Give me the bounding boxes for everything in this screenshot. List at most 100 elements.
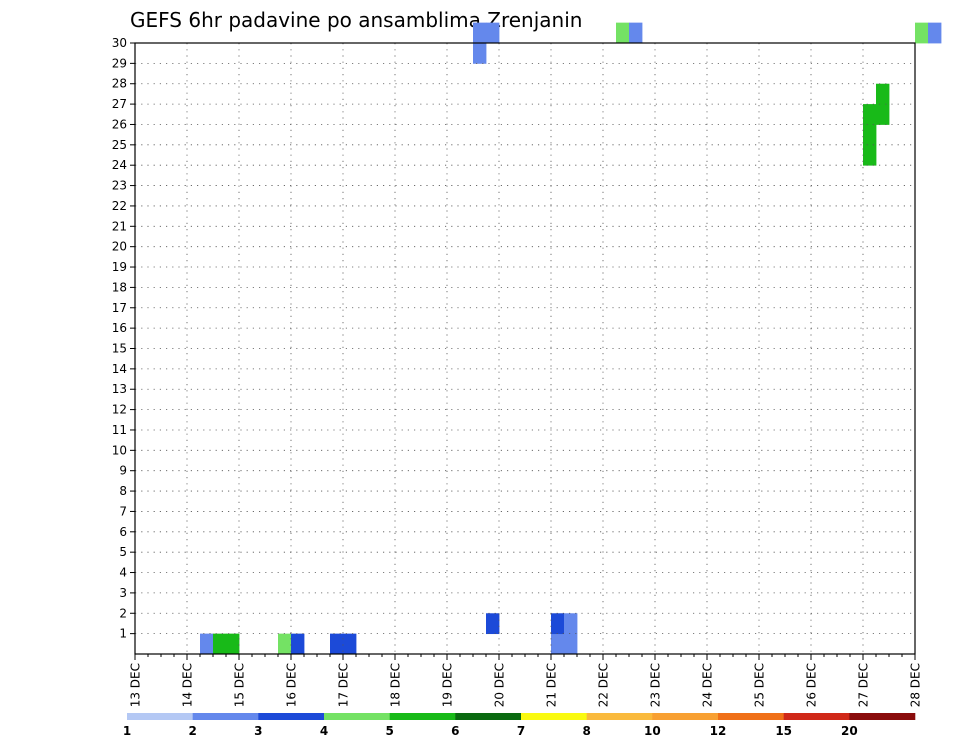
precip-cell	[616, 22, 630, 44]
y-tick-label: 17	[112, 301, 127, 315]
colorbar-swatch	[192, 713, 259, 720]
precip-cell	[486, 613, 500, 635]
precip-cell	[291, 633, 305, 655]
y-tick-label: 27	[112, 97, 127, 111]
x-tick-label: 13 DEC	[129, 663, 143, 707]
precip-cell	[928, 22, 942, 44]
y-tick-label: 14	[112, 362, 127, 376]
y-tick-label: 4	[119, 566, 127, 580]
colorbar-swatch	[718, 713, 784, 720]
x-tick-label: 25 DEC	[753, 663, 767, 707]
precip-cell	[473, 22, 487, 44]
precip-cell	[330, 633, 344, 655]
precip-cell	[473, 43, 487, 64]
y-tick-label: 6	[119, 525, 127, 539]
colorbar-label: 7	[517, 724, 525, 738]
precip-cell	[629, 22, 643, 44]
colorbar-legend: 1 2 3 4 5 6 7 8 10 12 15 20	[123, 713, 916, 738]
colorbar-label: 1	[123, 724, 131, 738]
y-tick-label: 19	[112, 260, 127, 274]
y-tick-label: 2	[119, 606, 127, 620]
colorbar-label: 10	[644, 724, 661, 738]
precip-cell	[876, 83, 890, 105]
colorbar-label: 6	[451, 724, 459, 738]
precip-cell	[226, 633, 240, 655]
x-tick-label: 14 DEC	[181, 663, 195, 707]
x-tick-label: 22 DEC	[597, 663, 611, 707]
precip-cell	[863, 124, 877, 146]
x-tick-label: 17 DEC	[337, 663, 351, 707]
plot-frame	[134, 42, 916, 655]
y-tick-label: 5	[119, 545, 127, 559]
y-tick-label: 9	[119, 464, 127, 478]
precip-cell	[551, 633, 565, 655]
y-tick-label: 30	[112, 36, 127, 50]
colorbar-label: 8	[582, 724, 590, 738]
colorbar-swatch	[127, 713, 193, 720]
y-tick-label: 21	[112, 219, 127, 233]
precip-cell	[278, 633, 292, 655]
y-tick-label: 15	[112, 342, 127, 356]
x-tick-label: 20 DEC	[493, 663, 507, 707]
y-tick-label: 20	[112, 240, 127, 254]
y-tick-label: 11	[112, 423, 127, 437]
y-tick-label: 24	[112, 158, 127, 172]
colorbar-label: 15	[775, 724, 792, 738]
colorbar-label: 20	[841, 724, 858, 738]
plot-grid	[135, 43, 915, 654]
y-tick-label: 25	[112, 138, 127, 152]
precip-cell	[863, 104, 877, 125]
y-tick-label: 28	[112, 77, 127, 91]
y-tick-label: 26	[112, 117, 127, 131]
colorbar-swatch	[586, 713, 653, 720]
colorbar-label: 2	[188, 724, 196, 738]
x-tick-label: 16 DEC	[285, 663, 299, 707]
colorbar-swatch	[652, 713, 719, 720]
y-tick-label: 18	[112, 280, 127, 294]
y-tick-label: 23	[112, 179, 127, 193]
y-tick-label: 7	[119, 504, 127, 518]
precip-cell	[200, 633, 214, 655]
y-tick-label: 29	[112, 56, 127, 70]
precip-cell	[863, 144, 877, 166]
y-tick-label: 10	[112, 443, 127, 457]
colorbar-label: 4	[320, 724, 328, 738]
x-tick-label: 27 DEC	[857, 663, 871, 707]
plot-cells	[200, 22, 942, 655]
x-tick-label: 21 DEC	[545, 663, 559, 707]
precip-cell	[915, 22, 929, 44]
x-tick-label: 26 DEC	[805, 663, 819, 707]
x-tick-label: 28 DEC	[909, 663, 923, 707]
colorbar-swatch	[324, 713, 390, 720]
colorbar-swatch	[455, 713, 522, 720]
y-tick-label: 16	[112, 321, 127, 335]
colorbar-label: 5	[385, 724, 393, 738]
y-tick-label: 1	[119, 627, 127, 641]
precip-cell	[876, 104, 890, 125]
precip-cell	[564, 613, 578, 635]
x-tick-label: 15 DEC	[233, 663, 247, 707]
precip-cell	[213, 633, 227, 655]
x-tick-label: 18 DEC	[389, 663, 403, 707]
y-tick-label: 3	[119, 586, 127, 600]
colorbar-label: 12	[710, 724, 727, 738]
precip-cell	[343, 633, 357, 655]
colorbar-label: 3	[254, 724, 262, 738]
x-axis: 13 DEC 14 DEC 15 DEC 16 DEC 17 DEC 18 DEC 19 D…	[129, 654, 923, 707]
colorbar-swatch	[389, 713, 456, 720]
x-tick-label: 24 DEC	[701, 663, 715, 707]
colorbar-swatch	[783, 713, 850, 720]
y-tick-label: 12	[112, 403, 127, 417]
y-axis: 1234567891011121314151617181920212223242…	[112, 36, 135, 641]
precip-cell	[551, 613, 565, 635]
x-tick-label: 19 DEC	[441, 663, 455, 707]
precip-cell	[486, 22, 500, 44]
colorbar-swatch	[258, 713, 325, 720]
precip-cell	[564, 633, 578, 655]
colorbar-swatch	[849, 713, 916, 720]
colorbar-swatch	[521, 713, 587, 720]
y-tick-label: 8	[119, 484, 127, 498]
y-tick-label: 22	[112, 199, 127, 213]
y-tick-label: 13	[112, 382, 127, 396]
